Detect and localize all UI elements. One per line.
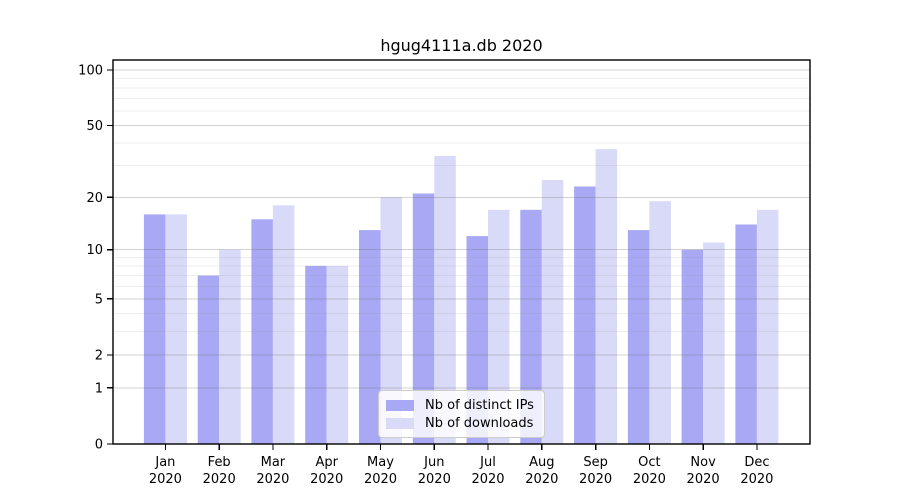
bar-distinct-ips-dec [735,224,757,444]
gridlines [113,69,810,389]
x-tick-label-may: May 2020 [364,455,397,487]
y-tick-label-0: 0 [95,438,103,453]
y-tick-label-5: 5 [95,292,103,307]
x-tick-label-nov: Nov 2020 [687,455,720,487]
legend-swatch-downloads [386,417,414,429]
bar-downloads-aug [541,180,564,444]
x-tick-label-oct: Oct 2020 [633,455,666,487]
bar-distinct-ips-apr [305,265,327,444]
bar-distinct-ips-sep [574,186,596,444]
legend-label-distinct-ips: Nb of distinct IPs [425,397,534,413]
bar-distinct-ips-jan [143,214,166,444]
bar-distinct-ips-mar [251,219,273,444]
bar-downloads-dec [756,209,779,444]
bar-distinct-ips-aug [520,209,542,444]
y-tick-label-2: 2 [95,349,103,364]
axis-box [112,59,811,445]
legend-item-downloads: Nb of downloads [386,414,535,432]
bar-downloads-apr [326,265,349,444]
x-tick-label-dec: Dec 2020 [740,455,773,487]
bar-distinct-ips-may [359,230,381,444]
bar-downloads-sep [595,149,618,444]
legend-label-downloads: Nb of downloads [425,415,534,431]
bar-downloads-mar [272,205,295,444]
bar-downloads-jul [488,209,510,444]
legend-item-distinct-ips: Nb of distinct IPs [386,396,535,414]
bar-downloads-feb [219,249,241,444]
x-tick-label-mar: Mar 2020 [256,455,289,487]
bar-downloads-nov [703,242,725,444]
bar-distinct-ips-feb [197,275,220,444]
x-axis: Jan 2020 Feb 2020 Mar 2020 Apr 2020 May 2020 Jun 20… [149,444,773,487]
y-tick-label-20: 20 [86,191,103,206]
bar-downloads-oct [649,201,671,444]
bar-downloads-jan [165,214,187,444]
bar-distinct-ips-nov [681,249,704,444]
y-axis: 0 1 2 5 10 20 50 100 [78,64,113,453]
bar-distinct-ips-oct [627,230,650,444]
x-tick-label-feb: Feb 2020 [203,455,236,487]
bar-downloads-jun [434,155,456,444]
y-tick-label-50: 50 [86,119,103,134]
legend-swatch-distinct-ips [386,399,414,411]
x-tick-label-jun: Jun 2020 [418,455,451,487]
bar-distinct-ips-jun [412,193,435,444]
x-tick-label-jan: Jan 2020 [149,455,182,487]
x-tick-label-sep: Sep 2020 [579,455,612,487]
bar-downloads-may [380,197,402,444]
x-tick-label-apr: Apr 2020 [310,455,343,487]
x-tick-label-aug: Aug 2020 [525,455,558,487]
y-tick-label-1: 1 [95,381,103,396]
x-tick-label-jul: Jul 2020 [471,455,504,487]
y-tick-label-10: 10 [86,243,103,258]
y-tick-label-100: 100 [78,64,103,79]
chart-title: hgug4111a.db 2020 [380,36,543,55]
legend: Nb of distinct IPs Nb of downloads [378,390,545,438]
